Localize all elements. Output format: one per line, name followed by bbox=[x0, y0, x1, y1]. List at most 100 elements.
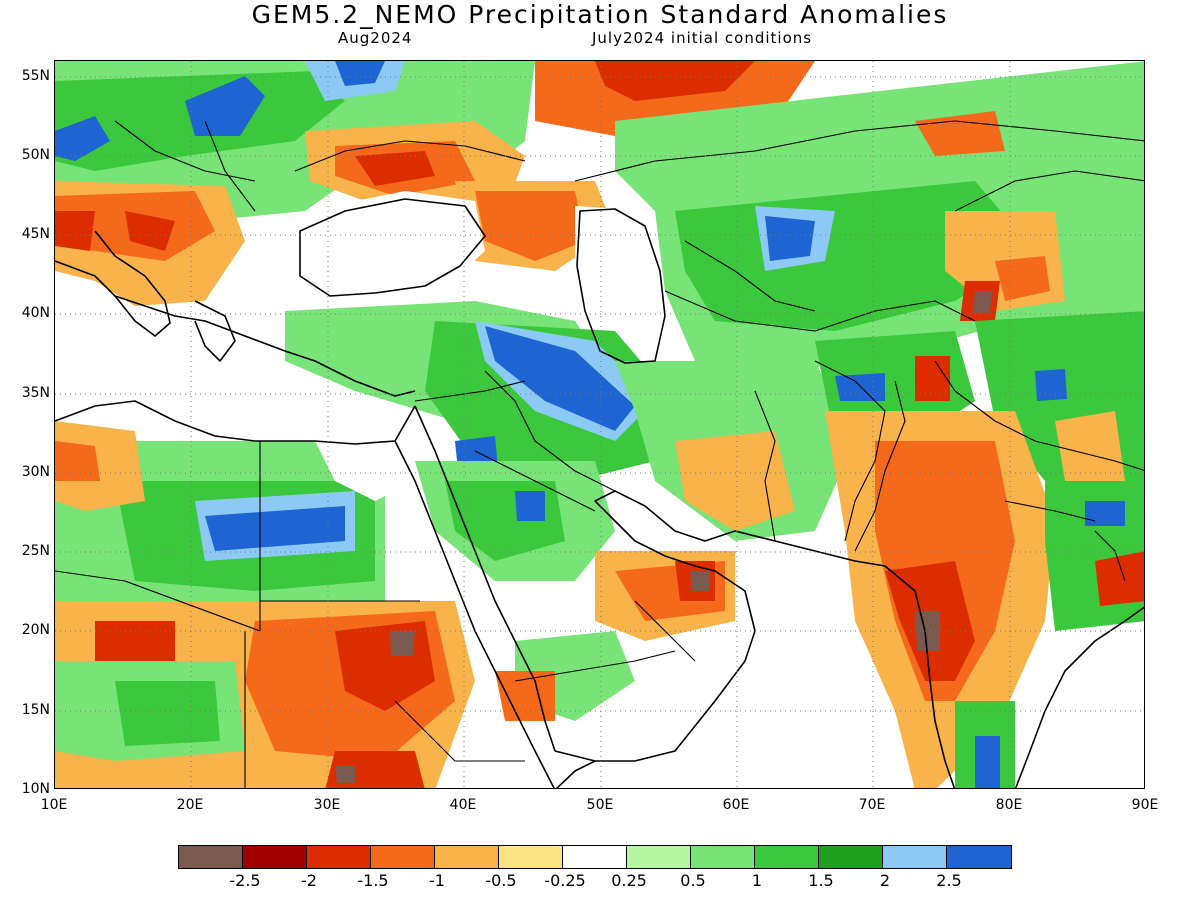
coast-caspian bbox=[576, 208, 666, 364]
anomaly-kashmir-red bbox=[915, 356, 950, 401]
border-libya-chad bbox=[124, 580, 261, 632]
anomaly-north-blue-core bbox=[335, 61, 385, 86]
legend-label: 2 bbox=[879, 871, 891, 890]
lat-label-35n: 35N bbox=[21, 385, 50, 401]
coastlines bbox=[55, 198, 1144, 788]
gridlines bbox=[55, 61, 1144, 788]
legend-label: 2.5 bbox=[936, 871, 962, 890]
legend-label: 1 bbox=[751, 871, 763, 890]
coast-arabia-south bbox=[554, 565, 756, 762]
anomaly-sudan-brown bbox=[390, 631, 415, 656]
lat-label-25n: 25N bbox=[21, 543, 50, 559]
lon-label-20e: 20E bbox=[176, 797, 204, 813]
anomaly-map bbox=[54, 60, 1145, 789]
map-title: GEM5.2_NEMO Precipitation Standard Anoma… bbox=[251, 0, 949, 29]
anomaly-afghan-blue bbox=[835, 373, 885, 401]
border-ethiopia bbox=[394, 700, 525, 762]
anomaly-russia-north-red bbox=[595, 61, 755, 101]
anomaly-libya-blue bbox=[205, 506, 345, 551]
legend-swatch bbox=[435, 846, 499, 868]
legend-label: 0.25 bbox=[611, 871, 647, 890]
lon-label-80e: 80E bbox=[995, 797, 1023, 813]
lon-label-10e: 10E bbox=[40, 797, 68, 813]
lat-label-40n: 40N bbox=[21, 305, 50, 321]
coast-india-west bbox=[884, 565, 956, 788]
border-algeria bbox=[55, 570, 126, 582]
lon-label-30e: 30E bbox=[313, 797, 341, 813]
border-europe-2 bbox=[204, 120, 256, 212]
legend-label: -0.25 bbox=[544, 871, 586, 890]
legend-swatch bbox=[947, 846, 1011, 868]
anomaly-mongolia-brown bbox=[973, 291, 993, 313]
border-iran-afghan bbox=[754, 390, 776, 542]
anomaly-bangladesh-red bbox=[1095, 551, 1144, 606]
anomaly-hungary-red bbox=[125, 211, 175, 251]
color-legend bbox=[178, 845, 1012, 869]
anomaly-egypt-white bbox=[315, 441, 415, 501]
lat-label-20n: 20N bbox=[21, 622, 50, 638]
anomaly-eritrea-orange bbox=[495, 671, 555, 721]
border-pakistan-india bbox=[854, 380, 906, 552]
initial-conditions: July2024 initial conditions bbox=[592, 29, 813, 47]
legend-label: -2.5 bbox=[229, 871, 261, 890]
legend-swatch bbox=[243, 846, 307, 868]
legend-label: -1.5 bbox=[357, 871, 389, 890]
coast-north-africa bbox=[55, 400, 416, 445]
border-bangladesh bbox=[1094, 530, 1126, 582]
anomaly-mongolia-deep bbox=[995, 256, 1050, 301]
legend-swatch bbox=[307, 846, 371, 868]
lat-label-30n: 30N bbox=[21, 464, 50, 480]
land-anomaly-fill bbox=[55, 61, 1144, 788]
legend-swatch bbox=[819, 846, 883, 868]
border-ukraine bbox=[294, 140, 526, 172]
anomaly-west-china-blue bbox=[1035, 369, 1067, 401]
legend-label: -0.5 bbox=[485, 871, 517, 890]
anomaly-algeria-deep bbox=[55, 441, 100, 481]
valid-month: Aug2024 bbox=[338, 29, 413, 47]
legend-swatch bbox=[563, 846, 627, 868]
legend-swatch bbox=[499, 846, 563, 868]
anomaly-ne-india-orange bbox=[1055, 411, 1125, 481]
anomaly-south-india-blue bbox=[975, 736, 1000, 788]
border-afghan-pakistan bbox=[814, 360, 886, 542]
legend-label: -2 bbox=[301, 871, 317, 890]
coast-mediterranean-north bbox=[55, 260, 416, 397]
lon-label-50e: 50E bbox=[586, 797, 614, 813]
lon-label-60e: 60E bbox=[722, 797, 750, 813]
lon-label-70e: 70E bbox=[858, 797, 886, 813]
anomaly-wales-blue bbox=[55, 116, 110, 161]
border-uzbek bbox=[684, 240, 816, 312]
anomaly-algeria-orange bbox=[55, 421, 145, 511]
border-nepal bbox=[1004, 500, 1096, 522]
border-india-china bbox=[934, 360, 1144, 471]
coast-red-sea-east bbox=[414, 405, 556, 752]
anomaly-russia-deep-orange bbox=[475, 191, 585, 261]
lon-label-90e: 90E bbox=[1131, 797, 1159, 813]
border-turkey-syria bbox=[414, 380, 526, 402]
anomaly-arabia-blue bbox=[515, 491, 545, 521]
anomaly-map-canvas bbox=[55, 61, 1144, 788]
legend-swatch bbox=[755, 846, 819, 868]
anomaly-oman-brown bbox=[690, 571, 710, 591]
legend-swatch bbox=[371, 846, 435, 868]
legend-swatch bbox=[691, 846, 755, 868]
legend-swatch bbox=[627, 846, 691, 868]
lat-label-15n: 15N bbox=[21, 702, 50, 718]
lat-label-55n: 55N bbox=[21, 68, 50, 84]
anomaly-ethiopia-brown bbox=[335, 766, 355, 783]
lon-label-40e: 40E bbox=[449, 797, 477, 813]
coast-horn-africa bbox=[555, 760, 596, 788]
anomaly-chad-red bbox=[95, 621, 175, 661]
anomaly-nepal-blue bbox=[1085, 501, 1125, 526]
anomaly-kazakh-blue-core bbox=[765, 216, 815, 261]
anomaly-ukraine-deep-red bbox=[355, 151, 435, 186]
border-europe-1 bbox=[114, 120, 256, 182]
border-saudi-oman bbox=[634, 600, 696, 662]
anomaly-iran-orange bbox=[675, 431, 795, 531]
anomaly-india-brown bbox=[915, 611, 940, 651]
coast-iran-pakistan bbox=[774, 540, 886, 567]
border-saudi-iraq bbox=[474, 450, 596, 512]
coast-india-east bbox=[1014, 606, 1144, 788]
coast-italy bbox=[94, 230, 171, 337]
anomaly-iraq-blue bbox=[485, 326, 635, 431]
